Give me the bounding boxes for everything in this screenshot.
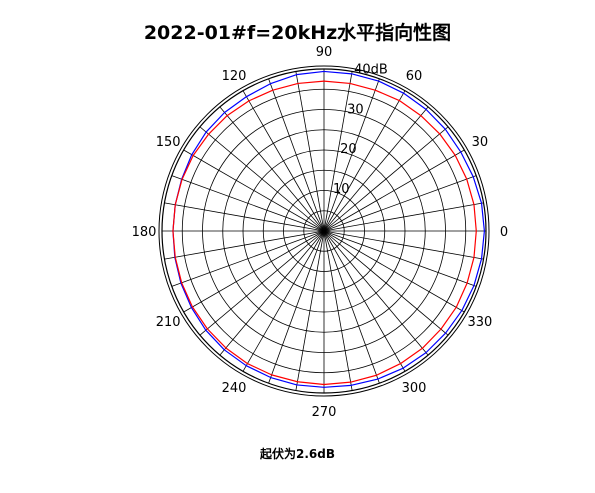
grid-spoke [219, 230, 325, 356]
radial-tick-label: 40dB [354, 62, 388, 77]
radial-tick-label: 30 [347, 102, 364, 117]
angle-label: 150 [156, 135, 181, 150]
grid-spoke [323, 126, 449, 232]
angle-label: 120 [222, 69, 247, 84]
angle-label: 60 [406, 69, 423, 84]
polar-grid [158, 65, 490, 397]
grid-spoke [219, 106, 325, 232]
angle-label: 330 [467, 315, 492, 330]
grid-spoke [268, 230, 325, 384]
radial-tick-label: 20 [340, 142, 357, 157]
grid-spoke [323, 71, 353, 232]
grid-spoke [164, 202, 325, 232]
grid-spoke [323, 202, 484, 232]
chart-title: 2022-01#f=20kHz水平指向性图 [143, 22, 452, 44]
grid-spoke [323, 230, 477, 287]
grid-spoke [323, 230, 380, 384]
grid-spoke [323, 175, 477, 232]
radial-tick-label: 10 [333, 182, 350, 197]
grid-spoke [323, 106, 429, 232]
angle-label: 210 [156, 315, 181, 330]
series-line-2 [172, 80, 477, 386]
angle-label: 0 [500, 225, 508, 240]
grid-spoke [323, 230, 353, 391]
grid-spoke [171, 175, 325, 232]
grid-spoke [323, 230, 406, 372]
grid-spoke [323, 230, 429, 356]
grid-spoke [242, 90, 325, 232]
grid-spoke [323, 78, 380, 232]
grid-spoke [183, 149, 325, 232]
grid-spoke [323, 230, 465, 313]
grid-spoke [295, 71, 325, 232]
angle-label: 90 [316, 45, 333, 60]
grid-spoke [242, 230, 325, 372]
grid-spoke [323, 230, 449, 336]
grid-spoke [323, 230, 484, 260]
ripple-note: 起伏为2.6dB [260, 447, 335, 461]
angle-label: 270 [312, 405, 337, 420]
angle-label: 180 [132, 225, 157, 240]
angle-label: 240 [222, 381, 247, 396]
series-layer [172, 70, 485, 388]
angle-label: 30 [472, 135, 489, 150]
angle-label: 300 [402, 381, 427, 396]
grid-spoke [295, 230, 325, 391]
grid-spoke [199, 230, 325, 336]
grid-spoke [164, 230, 325, 260]
outer-border-ring [158, 65, 490, 397]
grid-spoke [183, 230, 325, 313]
grid-spoke [171, 230, 325, 287]
grid-spoke [323, 90, 406, 232]
grid-spoke [323, 149, 465, 232]
grid-spoke [268, 78, 325, 232]
label-layer: 10 20 30 40dB 0 30 60 90 120 150 180 210 240 270 300 33… [132, 45, 509, 420]
grid-spoke [199, 126, 325, 232]
